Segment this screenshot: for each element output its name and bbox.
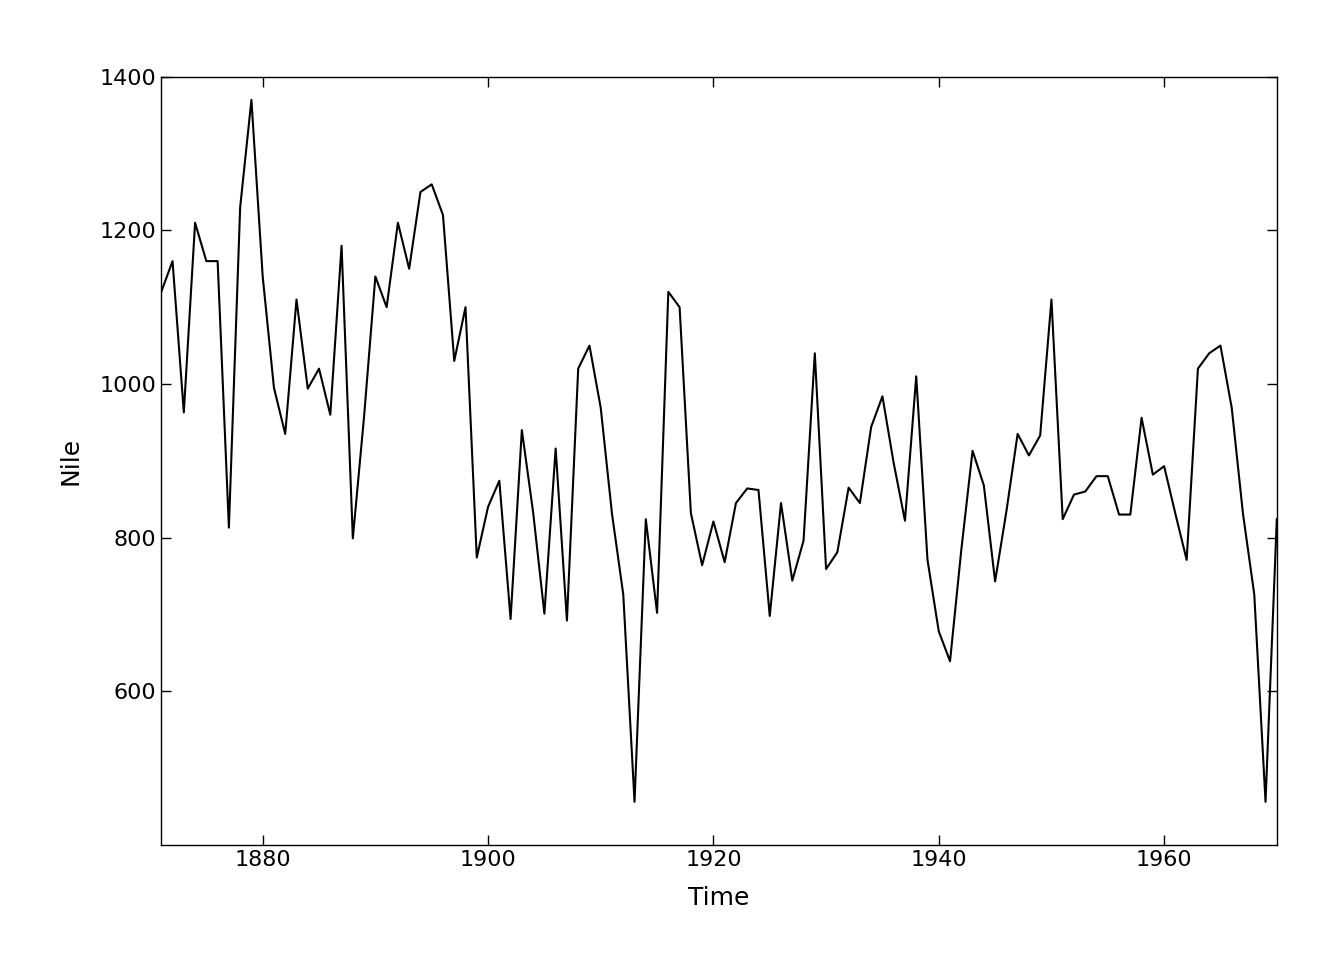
X-axis label: Time: Time [688,886,750,910]
Y-axis label: Nile: Nile [59,437,83,485]
